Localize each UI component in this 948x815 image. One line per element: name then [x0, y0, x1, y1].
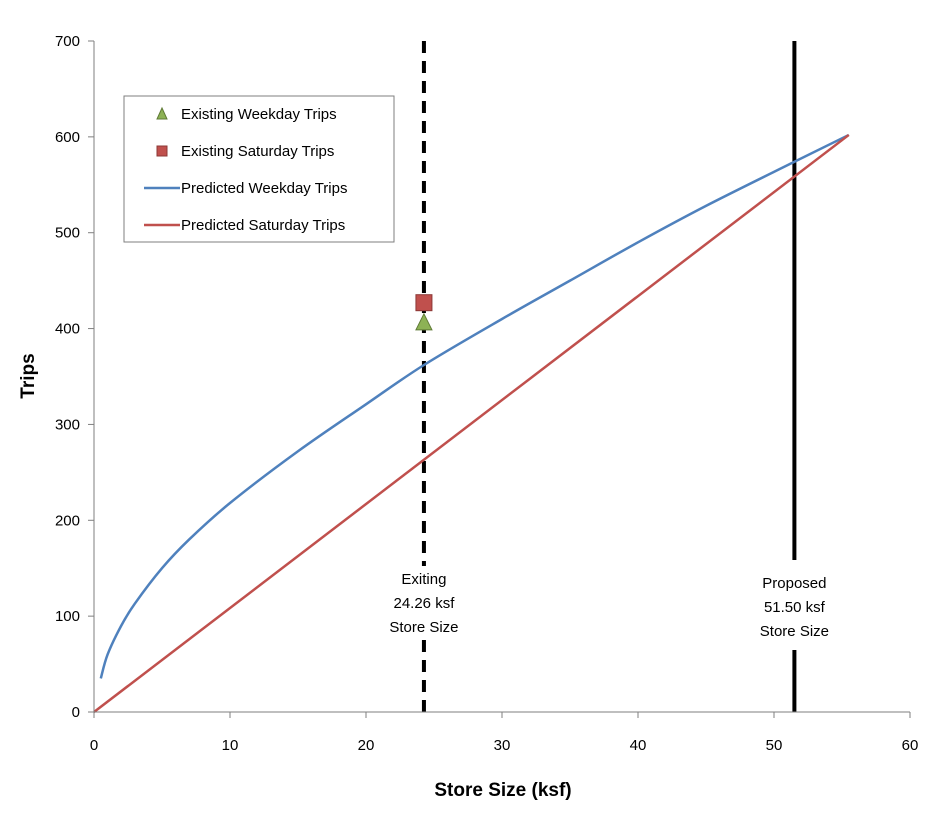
y-tick-label: 500: [55, 225, 80, 242]
reference-label-existing: Exiting: [401, 571, 446, 588]
reference-label-existing: Store Size: [389, 619, 458, 636]
legend-swatch-0: [156, 106, 168, 120]
y-tick-label: 100: [55, 608, 80, 625]
legend-label: Predicted Weekday Trips: [181, 180, 347, 197]
x-tick-label: 50: [766, 737, 783, 754]
series-line-predicted-weekday-trips: [99, 133, 850, 679]
x-tick-label: 10: [222, 737, 239, 754]
y-tick-label: 700: [55, 33, 80, 50]
reference-label-proposed: Store Size: [760, 623, 829, 640]
reference-label-existing: 24.26 ksf: [393, 595, 455, 612]
x-tick-label: 60: [902, 737, 919, 754]
y-tick-label: 400: [55, 321, 80, 338]
legend-swatch-1: [156, 145, 168, 157]
data-point-existing-weekday: [415, 312, 433, 331]
y-tick-label: 0: [72, 704, 80, 721]
x-tick-label: 30: [494, 737, 511, 754]
x-tick-label: 0: [90, 737, 98, 754]
y-tick-label: 300: [55, 416, 80, 433]
reference-label-proposed: Proposed: [762, 575, 826, 592]
x-tick-label: 40: [630, 737, 647, 754]
legend-label: Existing Weekday Trips: [181, 106, 337, 123]
legend-box: [123, 95, 395, 243]
data-point-existing-saturday: [415, 294, 433, 312]
legend-label: Predicted Saturday Trips: [181, 217, 345, 234]
y-tick-label: 600: [55, 129, 80, 146]
x-tick-label: 20: [358, 737, 375, 754]
legend-label: Existing Saturday Trips: [181, 143, 334, 160]
x-axis-title: Store Size (ksf): [434, 780, 571, 801]
y-axis-title: Trips: [18, 353, 39, 398]
series-line-predicted-saturday-trips: [93, 133, 850, 713]
y-tick-label: 200: [55, 512, 80, 529]
reference-label-proposed: 51.50 ksf: [764, 599, 826, 616]
